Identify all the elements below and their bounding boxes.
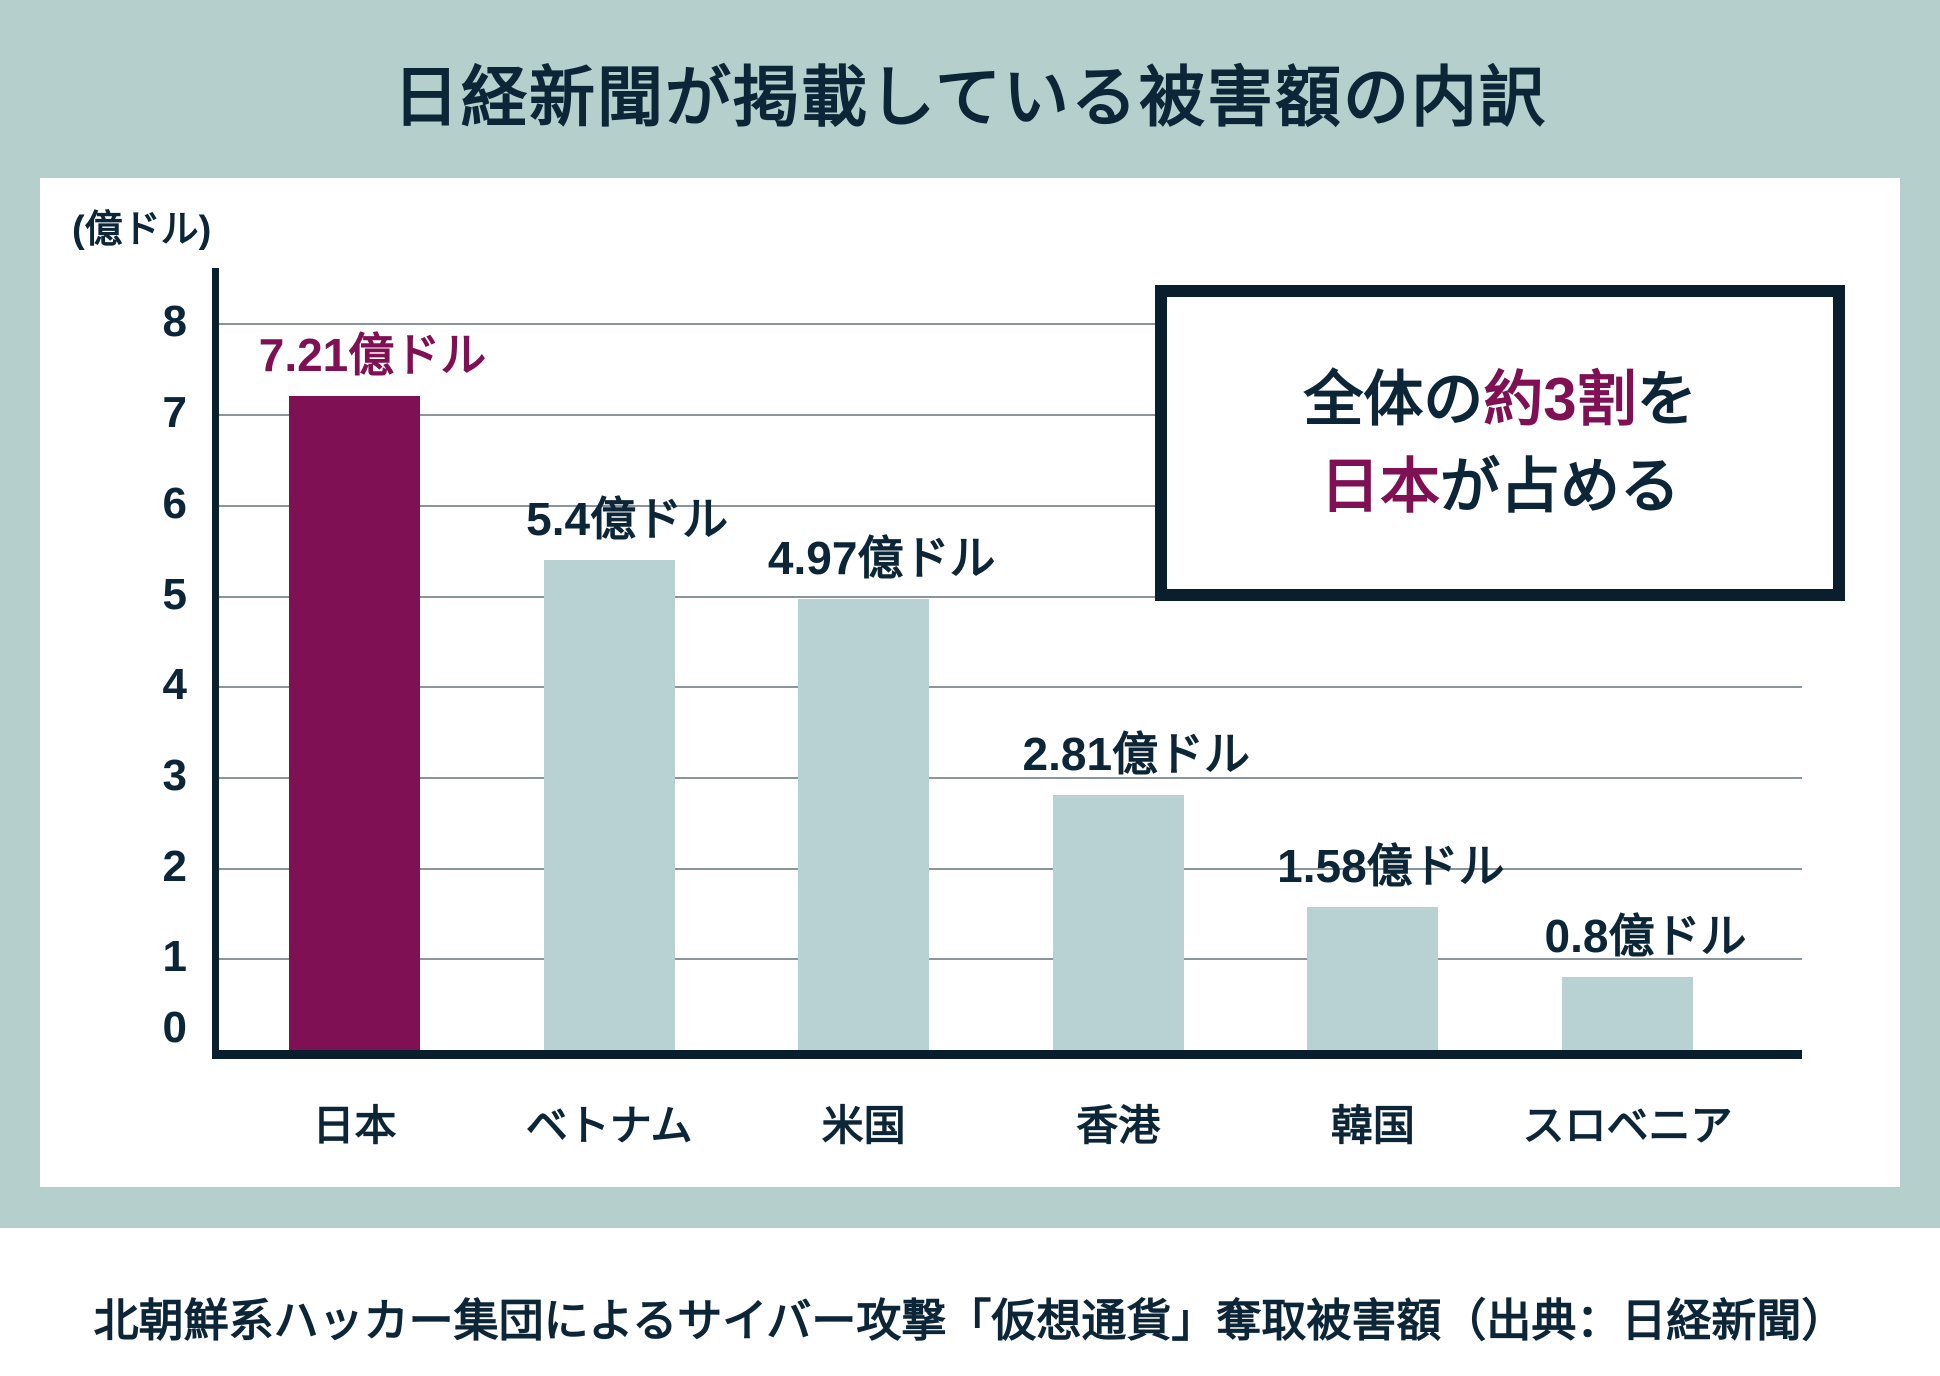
- callout-box: 全体の約3割を 日本が占める: [1155, 285, 1845, 601]
- gridline-5: [219, 595, 1802, 598]
- y-tick-label-2: 2: [162, 841, 187, 891]
- chart-card: (億ドル) 0 1 2 3 4 5 6 7 8 7.21億ドル日本 5.4億ドルベトナム 4.97億ド…: [40, 178, 1900, 1187]
- gridline-1: [219, 958, 1802, 961]
- y-axis-unit-label: (億ドル): [72, 209, 212, 251]
- bar-value-label-香港: 2.81億ドル: [1022, 728, 1251, 781]
- bar-value-label-米国: 4.97億ドル: [767, 532, 996, 585]
- bar-ベトナム: [543, 560, 675, 1050]
- gridline-7: [219, 414, 1802, 417]
- gridline-3: [219, 776, 1802, 779]
- bar-value-label-韓国: 1.58億ドル: [1277, 839, 1505, 892]
- gridline-8: [219, 323, 1802, 326]
- y-tick-label-5: 5: [162, 569, 187, 619]
- x-category-label-日本: 日本: [312, 1102, 397, 1149]
- callout-line-2: 日本が占める: [1320, 443, 1680, 530]
- gridline-2: [219, 867, 1802, 870]
- bar-value-label-ベトナム: 5.4億ドル: [526, 493, 729, 546]
- x-category-label-韓国: 韓国: [1330, 1102, 1415, 1149]
- x-category-label-ベトナム: ベトナム: [525, 1102, 693, 1149]
- y-tick-label-4: 4: [162, 660, 187, 710]
- bar-韓国: [1307, 906, 1439, 1050]
- y-tick-label-3: 3: [162, 750, 187, 800]
- bar-スロベニア: [1562, 977, 1693, 1050]
- y-tick-label-6: 6: [162, 478, 187, 528]
- page-title: 日経新聞が掲載している被害額の内訳: [392, 60, 1548, 134]
- y-tick-label-7: 7: [162, 388, 187, 438]
- plot-area: 0 1 2 3 4 5 6 7 8 7.21億ドル日本 5.4億ドルベトナム 4.97億ドル米国 2.8…: [163, 268, 1802, 1149]
- x-category-label-香港: 香港: [1076, 1102, 1161, 1149]
- x-category-label-米国: 米国: [821, 1102, 906, 1149]
- bar-value-label-スロベニア: 0.8億ドル: [1544, 910, 1747, 963]
- footer-caption: 北朝鮮系ハッカー集団によるサイバー攻撃「仮想通貨」奪取被害額（出典：日経新聞）: [93, 1295, 1847, 1346]
- y-tick-label-8: 8: [162, 297, 187, 347]
- callout-text-segment: 日本: [1320, 453, 1440, 520]
- callout-line-1: 全体の約3割を: [1303, 356, 1696, 443]
- bar-value-label-日本: 7.21億ドル: [258, 329, 487, 382]
- bar-日本: [289, 396, 420, 1050]
- callout-text-segment: 全体の: [1303, 366, 1484, 433]
- gridline-6: [219, 504, 1802, 507]
- gridline-4: [219, 686, 1802, 689]
- callout-text-segment: 約3割: [1483, 366, 1637, 433]
- callout-text-segment: を: [1636, 366, 1697, 433]
- bar-香港: [1052, 795, 1184, 1050]
- bar-米国: [798, 599, 930, 1050]
- callout-text-segment: が占める: [1440, 453, 1680, 520]
- y-tick-label-0: 0: [162, 1003, 187, 1052]
- x-category-label-スロベニア: スロベニア: [1522, 1102, 1733, 1149]
- y-tick-label-1: 1: [162, 932, 187, 982]
